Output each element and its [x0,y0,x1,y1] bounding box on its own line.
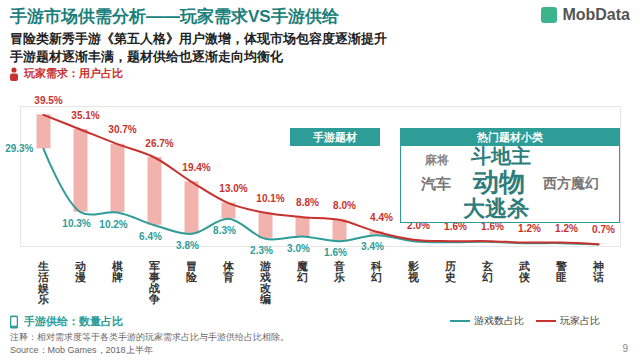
svg-text:10.1%: 10.1% [256,193,284,204]
html-text:MobData: MobData [562,6,630,23]
svg-text:3.0%: 3.0% [287,243,310,254]
svg-text:1.6%: 1.6% [444,221,467,232]
svg-text:1.6%: 1.6% [481,221,504,232]
svg-text:30.7%: 30.7% [108,124,136,135]
svg-text:3.4%: 3.4% [361,241,384,252]
svg-text:26.7%: 26.7% [145,138,173,149]
html-text:动物: 动物 [473,167,525,197]
html-text:汽车: 汽车 [421,175,451,192]
html-text:玩家占比: 玩家占比 [560,315,600,326]
html-text:游戏数占比: 游戏数占比 [474,315,524,326]
svg-text:39.5%: 39.5% [34,95,62,106]
svg-text:神话: 神话 [592,260,604,283]
html-text:大逃杀: 大逃杀 [463,196,529,221]
svg-text:8.8%: 8.8% [296,197,319,208]
svg-text:29.3%: 29.3% [5,143,33,154]
svg-text:音乐: 音乐 [333,260,345,283]
svg-text:10.3%: 10.3% [62,218,90,229]
svg-text:2.0%: 2.0% [407,220,430,231]
html-text:冒险类新秀手游《第五人格》用户激增，体现市场包容度逐渐提升: 冒险类新秀手游《第五人格》用户激增，体现市场包容度逐渐提升 [10,31,387,46]
svg-text:2.3%: 2.3% [250,245,273,256]
svg-text:警匪: 警匪 [555,260,567,283]
svg-text:体育: 体育 [222,260,235,283]
html-text:麻将: 麻将 [425,153,449,167]
svg-text:1.2%: 1.2% [555,223,578,234]
html-text:9: 9 [622,343,628,354]
svg-text:8.3%: 8.3% [213,225,236,236]
svg-text:13.0%: 13.0% [219,183,247,194]
html-text:手游题材: 手游题材 [313,131,357,143]
svg-text:科幻: 科幻 [370,260,382,283]
svg-text:武侠: 武侠 [518,260,530,283]
svg-text:1.6%: 1.6% [324,247,347,258]
svg-text:棋牌: 棋牌 [111,260,123,283]
html-text:热门题材小类: 热门题材小类 [477,131,543,143]
svg-text:3.8%: 3.8% [176,240,199,251]
svg-text:冒险: 冒险 [186,260,198,283]
html-text:玩家需求：用户占比: 玩家需求：用户占比 [24,67,123,79]
svg-text:35.1%: 35.1% [71,110,99,121]
html-text:手游题材逐渐丰满，题材供给也逐渐走向均衡化: 手游题材逐渐丰满，题材供给也逐渐走向均衡化 [10,49,283,64]
svg-text:生活娱乐: 生活娱乐 [37,260,50,305]
svg-text:19.4%: 19.4% [182,162,210,173]
html-text:注释：相对需求度等于各类手游的玩家需求占比与手游供给占比相除: 注释：相对需求度等于各类手游的玩家需求占比与手游供给占比相除。 [10,332,289,342]
html-text:西方魔幻: 西方魔幻 [543,175,599,191]
svg-text:游戏改编: 游戏改编 [259,260,272,305]
svg-text:10.2%: 10.2% [99,219,127,230]
svg-text:1.2%: 1.2% [518,223,541,234]
svg-text:玄幻: 玄幻 [481,260,493,283]
svg-text:军事战争: 军事战争 [148,260,160,305]
svg-text:8.0%: 8.0% [333,200,356,211]
html-text:手游市场供需分析——玩家需求VS手游供给: 手游市场供需分析——玩家需求VS手游供给 [10,7,339,26]
svg-text:影视: 影视 [407,260,420,283]
svg-text:魔幻: 魔幻 [296,260,308,283]
svg-text:动漫: 动漫 [74,260,86,283]
svg-text:4.4%: 4.4% [370,212,393,223]
svg-text:0.7%: 0.7% [592,224,615,235]
html-text:Source：Mob Games，2018上半年: Source：Mob Games，2018上半年 [10,345,153,355]
html-text:手游供给：数量占比: 手游供给：数量占比 [24,315,123,327]
html-text:斗地主: 斗地主 [471,145,531,167]
svg-text:历史: 历史 [444,260,456,283]
svg-text:6.4%: 6.4% [139,231,162,242]
